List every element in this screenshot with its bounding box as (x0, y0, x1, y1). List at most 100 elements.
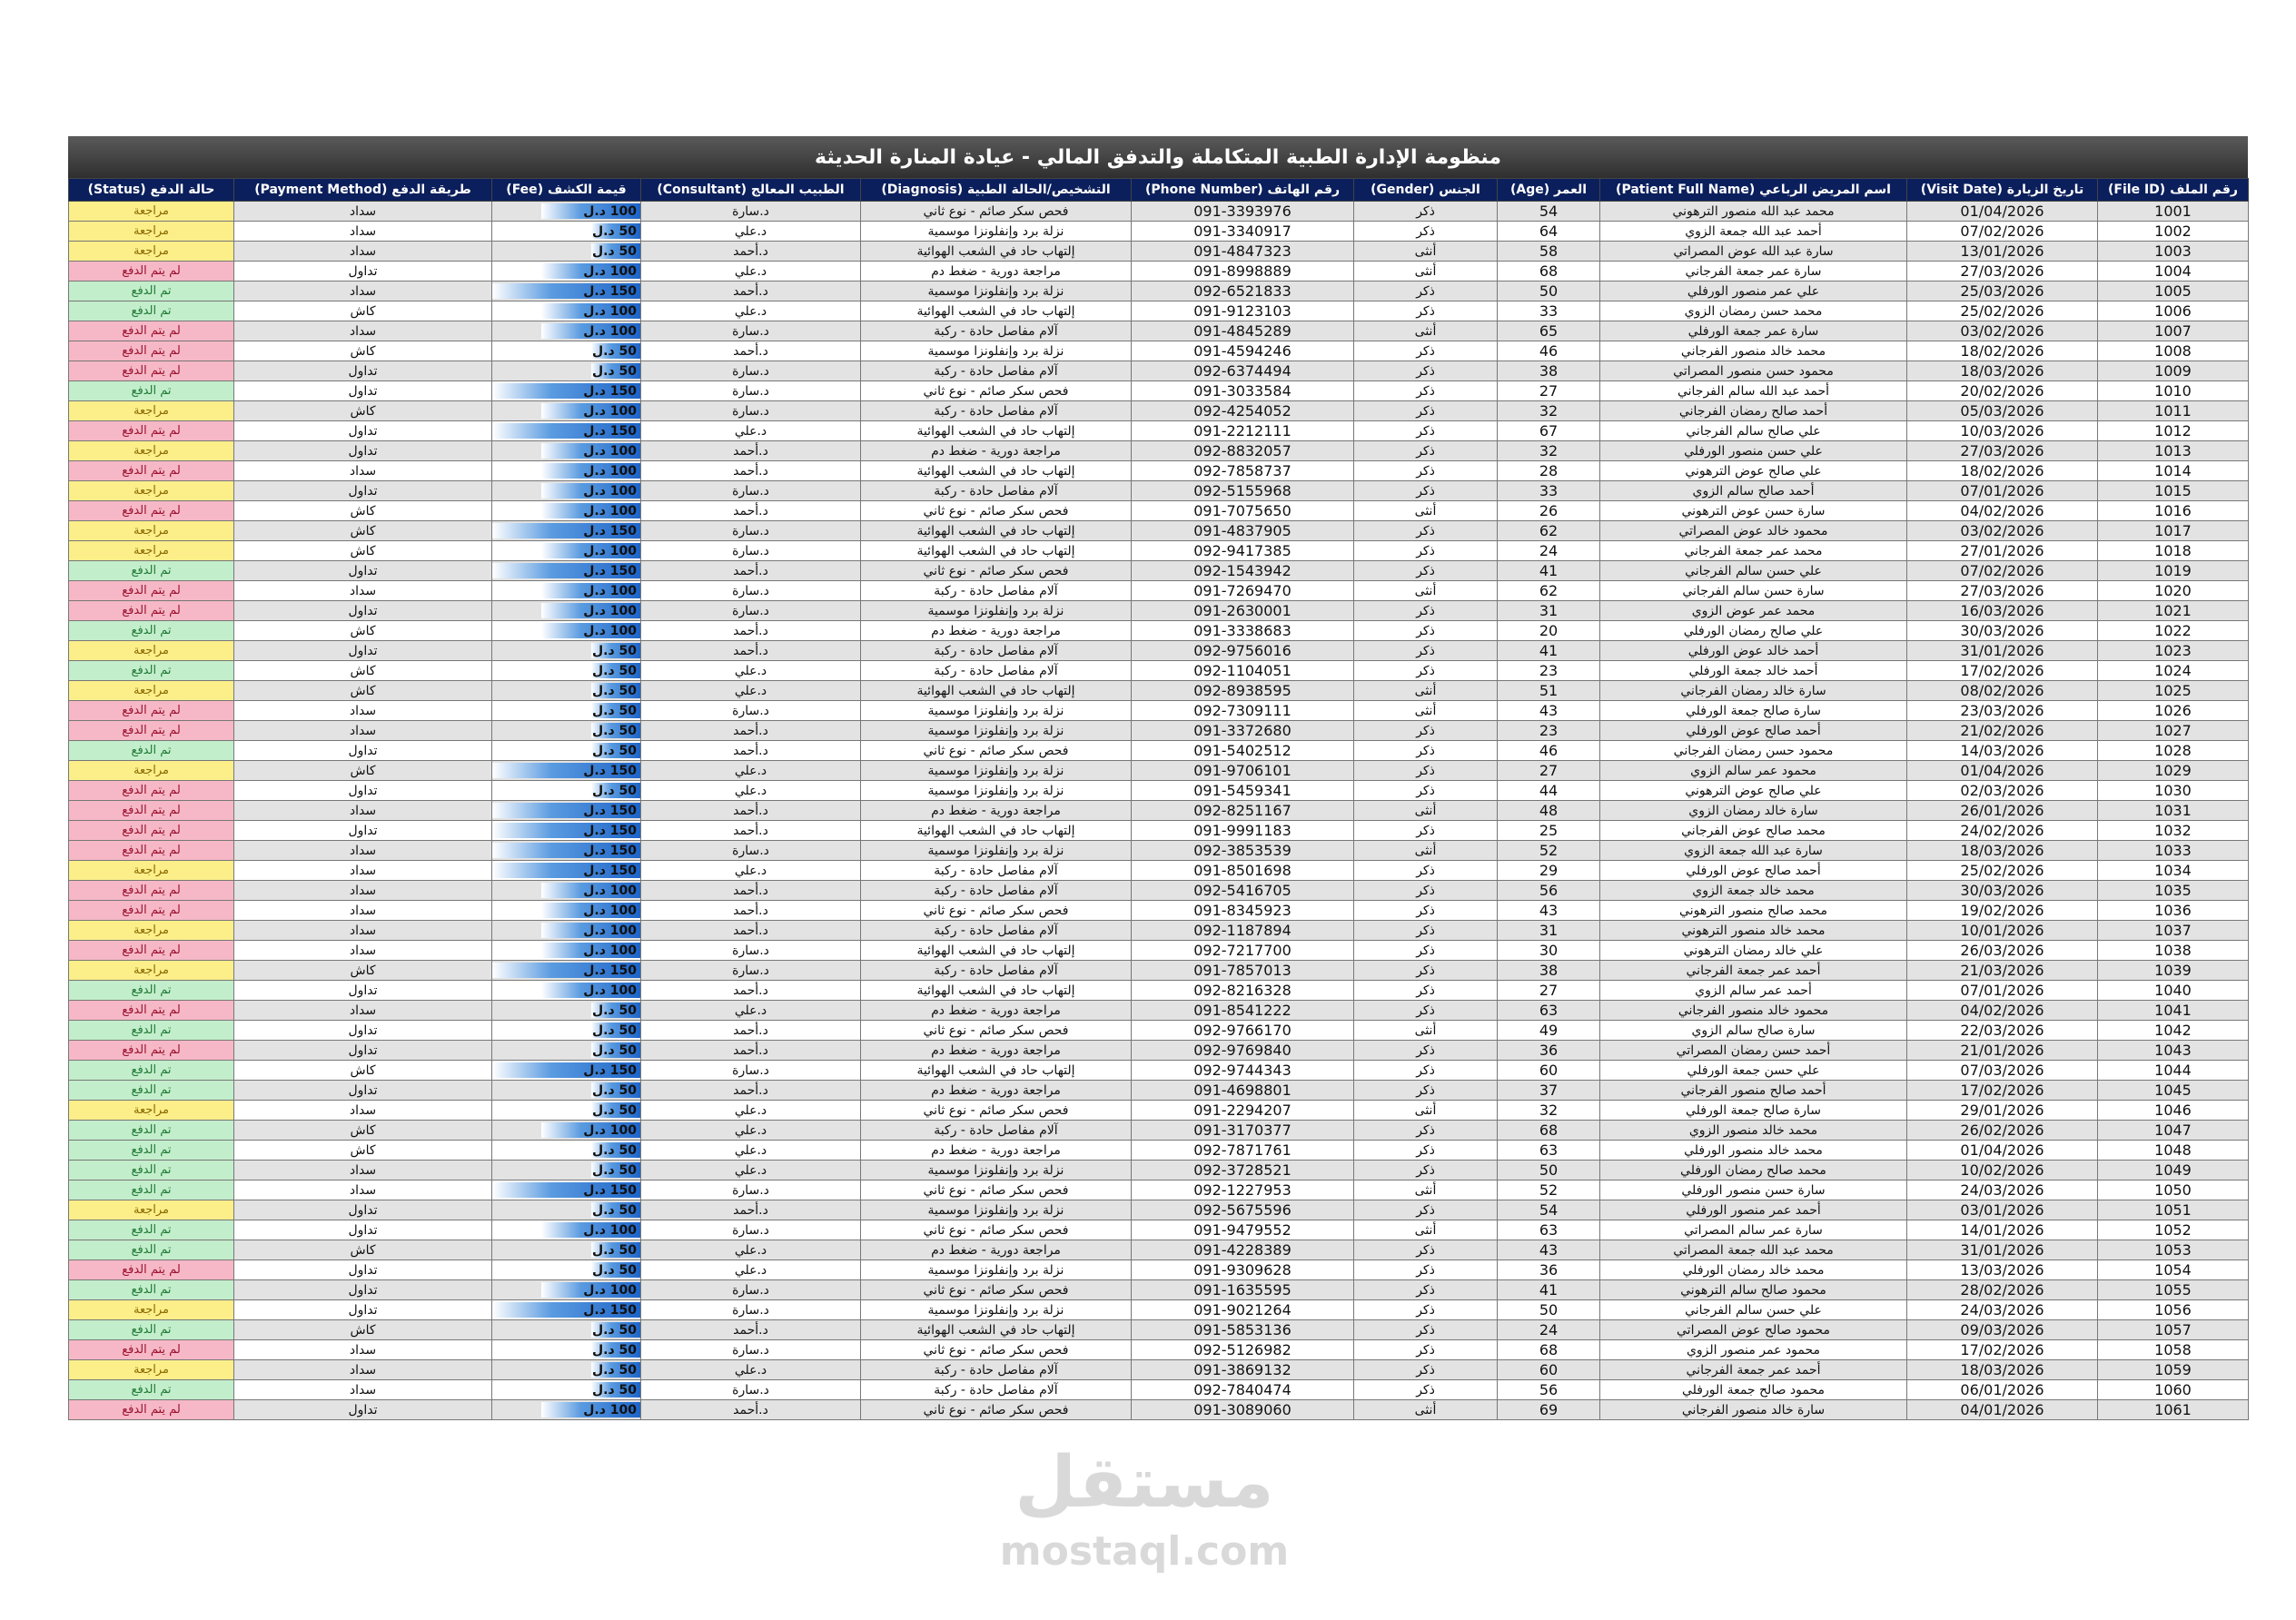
cell-status[interactable]: تم الدفع (68, 660, 234, 681)
cell-gender[interactable]: أنثى (1353, 1220, 1498, 1240)
cell-gender[interactable]: ذكر (1353, 1000, 1498, 1021)
cell-age[interactable]: 52 (1497, 840, 1600, 861)
cell-payment-method[interactable]: سداد (233, 1339, 492, 1360)
cell-age[interactable]: 51 (1497, 680, 1600, 701)
cell-age[interactable]: 33 (1497, 480, 1600, 501)
cell-payment-method[interactable]: كاش (233, 540, 492, 561)
cell-payment-method[interactable]: سداد (233, 1100, 492, 1121)
cell-consultant[interactable]: د.علي (640, 1359, 861, 1380)
table-row[interactable]: 1002 07/02/2026 أحمد عبد الله جمعة الزوي 64… (68, 221, 2249, 242)
cell-fee[interactable]: 50 د.ل (491, 1200, 641, 1220)
cell-age[interactable]: 28 (1497, 460, 1600, 481)
cell-gender[interactable]: ذكر (1353, 1200, 1498, 1220)
cell-age[interactable]: 63 (1497, 1220, 1600, 1240)
table-row[interactable]: 1038 26/03/2026 علي خالد رمضان الترهوني 30 ذ… (68, 940, 2249, 961)
cell-patient-name[interactable]: محمد خالد منصور الترهوني (1599, 920, 1907, 941)
cell-payment-method[interactable]: سداد (233, 321, 492, 341)
cell-gender[interactable]: أنثى (1353, 1020, 1498, 1041)
cell-age[interactable]: 68 (1497, 1339, 1600, 1360)
cell-consultant[interactable]: د.أحمد (640, 800, 861, 821)
cell-payment-method[interactable]: سداد (233, 880, 492, 901)
cell-status[interactable]: تم الدفع (68, 1240, 234, 1260)
table-row[interactable]: 1047 26/02/2026 محمد خالد منصور الزوي 68 ذكر… (68, 1120, 2249, 1141)
cell-payment-method[interactable]: تداول (233, 560, 492, 581)
cell-diagnosis[interactable]: نزلة برد وإنفلونزا موسمية (860, 1200, 1132, 1220)
cell-patient-name[interactable]: علي حسن سالم الفرجاني (1599, 1299, 1907, 1320)
cell-file-id[interactable]: 1013 (2097, 440, 2249, 461)
table-row[interactable]: 1054 13/03/2026 محمد خالد رمضان الورفلي 36 ذ… (68, 1259, 2249, 1280)
cell-gender[interactable]: ذكر (1353, 660, 1498, 681)
cell-visit-date[interactable]: 21/01/2026 (1906, 1040, 2098, 1061)
cell-gender[interactable]: ذكر (1353, 1279, 1498, 1300)
cell-diagnosis[interactable]: نزلة برد وإنفلونزا موسمية (860, 700, 1132, 721)
cell-gender[interactable]: ذكر (1353, 1319, 1498, 1340)
table-row[interactable]: 1045 17/02/2026 أحمد صالح منصور الفرجاني 37… (68, 1080, 2249, 1101)
cell-visit-date[interactable]: 03/01/2026 (1906, 1200, 2098, 1220)
cell-gender[interactable]: ذكر (1353, 620, 1498, 641)
cell-file-id[interactable]: 1049 (2097, 1160, 2249, 1180)
cell-gender[interactable]: ذكر (1353, 380, 1498, 401)
cell-phone[interactable]: 091-9123103 (1131, 301, 1354, 321)
cell-file-id[interactable]: 1035 (2097, 880, 2249, 901)
cell-diagnosis[interactable]: آلام مفاصل حادة - ركبة (860, 321, 1132, 341)
cell-visit-date[interactable]: 27/03/2026 (1906, 440, 2098, 461)
cell-visit-date[interactable]: 21/03/2026 (1906, 960, 2098, 981)
cell-visit-date[interactable]: 21/02/2026 (1906, 720, 2098, 741)
cell-fee[interactable]: 100 د.ل (491, 920, 641, 941)
cell-file-id[interactable]: 1024 (2097, 660, 2249, 681)
cell-visit-date[interactable]: 08/02/2026 (1906, 680, 2098, 701)
table-row[interactable]: 1040 07/01/2026 أحمد عمر سالم الزوي 27 ذكر 09… (68, 980, 2249, 1001)
cell-consultant[interactable]: د.أحمد (640, 900, 861, 921)
cell-visit-date[interactable]: 14/03/2026 (1906, 740, 2098, 761)
cell-gender[interactable]: ذكر (1353, 860, 1498, 881)
cell-age[interactable]: 65 (1497, 321, 1600, 341)
cell-payment-method[interactable]: كاش (233, 341, 492, 361)
cell-fee[interactable]: 100 د.ل (491, 321, 641, 341)
cell-age[interactable]: 46 (1497, 740, 1600, 761)
cell-patient-name[interactable]: محمود حسن رمضان الفرجاني (1599, 740, 1907, 761)
cell-phone[interactable]: 091-2212111 (1131, 420, 1354, 441)
cell-diagnosis[interactable]: فحص سكر صائم - نوع ثاني (860, 1100, 1132, 1121)
cell-fee[interactable]: 50 د.ل (491, 361, 641, 381)
cell-fee[interactable]: 50 د.ل (491, 1020, 641, 1041)
cell-visit-date[interactable]: 24/02/2026 (1906, 820, 2098, 841)
cell-patient-name[interactable]: علي خالد رمضان الترهوني (1599, 940, 1907, 961)
cell-consultant[interactable]: د.سارة (640, 400, 861, 421)
cell-file-id[interactable]: 1042 (2097, 1020, 2249, 1041)
cell-diagnosis[interactable]: مراجعة دورية - ضغط دم (860, 440, 1132, 461)
table-row[interactable]: 1008 18/02/2026 محمد خالد منصور الفرجاني 46… (68, 341, 2249, 361)
table-row[interactable]: 1026 23/03/2026 سارة صالح جمعة الورفلي 43 أن… (68, 700, 2249, 721)
cell-patient-name[interactable]: أحمد عمر منصور الورفلي (1599, 1200, 1907, 1220)
cell-consultant[interactable]: د.علي (640, 760, 861, 781)
table-row[interactable]: 1051 03/01/2026 أحمد عمر منصور الورفلي 54 ذك… (68, 1200, 2249, 1220)
table-row[interactable]: 1043 21/01/2026 أحمد حسن رمضان المصراتي 36 ذ… (68, 1040, 2249, 1061)
cell-age[interactable]: 56 (1497, 1379, 1600, 1400)
cell-age[interactable]: 32 (1497, 1100, 1600, 1121)
cell-gender[interactable]: ذكر (1353, 1160, 1498, 1180)
cell-consultant[interactable]: د.أحمد (640, 241, 861, 262)
cell-status[interactable]: تم الدفع (68, 1120, 234, 1141)
cell-diagnosis[interactable]: نزلة برد وإنفلونزا موسمية (860, 1299, 1132, 1320)
cell-phone[interactable]: 092-4254052 (1131, 400, 1354, 421)
cell-diagnosis[interactable]: مراجعة دورية - ضغط دم (860, 1240, 1132, 1260)
cell-age[interactable]: 38 (1497, 960, 1600, 981)
cell-fee[interactable]: 100 د.ل (491, 1279, 641, 1300)
cell-fee[interactable]: 100 د.ل (491, 880, 641, 901)
cell-visit-date[interactable]: 30/03/2026 (1906, 620, 2098, 641)
table-row[interactable]: 1003 13/01/2026 سارة عبد الله عوض المصراتي… (68, 241, 2249, 262)
cell-consultant[interactable]: د.علي (640, 221, 861, 242)
cell-diagnosis[interactable]: آلام مفاصل حادة - ركبة (860, 580, 1132, 601)
cell-diagnosis[interactable]: نزلة برد وإنفلونزا موسمية (860, 221, 1132, 242)
cell-status[interactable]: مراجعة (68, 221, 234, 242)
cell-file-id[interactable]: 1033 (2097, 840, 2249, 861)
cell-status[interactable]: لم يتم الدفع (68, 361, 234, 381)
cell-patient-name[interactable]: سارة خالد منصور الفرجاني (1599, 1399, 1907, 1420)
cell-visit-date[interactable]: 01/04/2026 (1906, 1140, 2098, 1161)
cell-gender[interactable]: ذكر (1353, 820, 1498, 841)
cell-diagnosis[interactable]: فحص سكر صائم - نوع ثاني (860, 1180, 1132, 1200)
cell-fee[interactable]: 100 د.ل (491, 980, 641, 1001)
cell-phone[interactable]: 092-3853539 (1131, 840, 1354, 861)
cell-fee[interactable]: 50 د.ل (491, 1140, 641, 1161)
cell-file-id[interactable]: 1055 (2097, 1279, 2249, 1300)
cell-payment-method[interactable]: كاش (233, 500, 492, 521)
